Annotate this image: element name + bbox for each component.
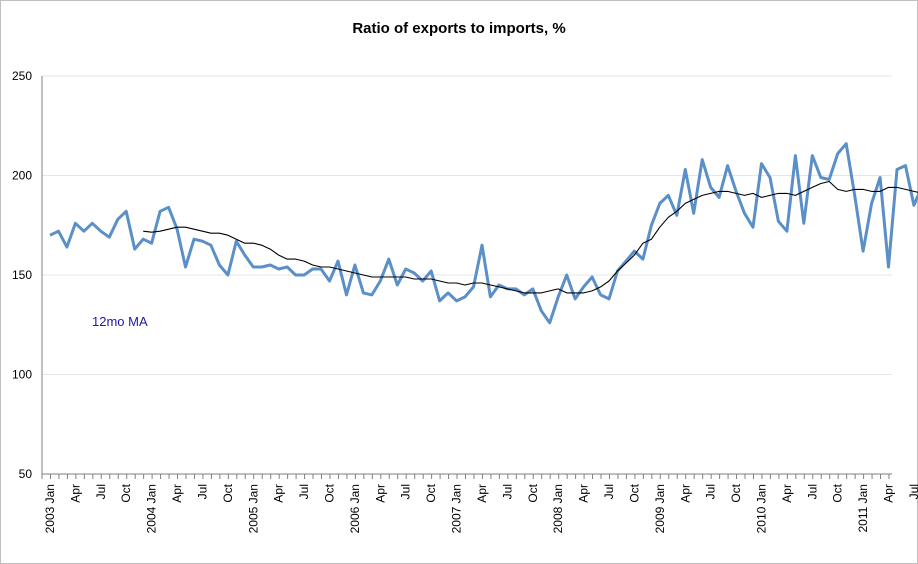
x-tick-label: 2004 Jan bbox=[145, 484, 159, 533]
x-tick-label: Oct bbox=[424, 483, 438, 502]
x-tick-label: Oct bbox=[627, 483, 641, 502]
x-tick-label: Jul bbox=[297, 484, 311, 499]
x-tick-label: Oct bbox=[221, 483, 235, 502]
x-tick-label: 2006 Jan bbox=[348, 484, 362, 533]
chart-title: Ratio of exports to imports, % bbox=[352, 20, 566, 37]
x-tick-label: 2010 Jan bbox=[754, 484, 768, 533]
x-tick-label: 2003 Jan bbox=[43, 484, 57, 533]
x-tick-label: Oct bbox=[526, 483, 540, 502]
y-tick-label: 250 bbox=[12, 69, 32, 83]
x-tick-label: 2009 Jan bbox=[653, 484, 667, 533]
x-tick-label: 2011 Jan bbox=[856, 484, 870, 533]
x-tick-label: Oct bbox=[729, 483, 743, 502]
x-tick-label: 2007 Jan bbox=[450, 484, 464, 533]
x-tick-label: Apr bbox=[678, 484, 692, 503]
x-tick-label: Apr bbox=[373, 484, 387, 503]
y-tick-label: 50 bbox=[19, 467, 33, 481]
x-tick-label: Apr bbox=[68, 484, 82, 503]
x-tick-label: Apr bbox=[475, 484, 489, 503]
x-tick-label: Jul bbox=[94, 484, 108, 499]
x-tick-label: Jul bbox=[195, 484, 209, 499]
x-tick-label: Jul bbox=[602, 484, 616, 499]
y-tick-label: 200 bbox=[12, 169, 32, 183]
x-tick-label: Jul bbox=[907, 484, 918, 499]
moving-average-line bbox=[143, 180, 918, 294]
x-tick-label: Jul bbox=[399, 484, 413, 499]
x-tick-label: Apr bbox=[882, 484, 896, 503]
x-tick-label: 2005 Jan bbox=[246, 484, 260, 533]
x-tick-label: Apr bbox=[780, 484, 794, 503]
x-tick-label: 2008 Jan bbox=[551, 484, 565, 533]
x-tick-label: Oct bbox=[831, 483, 845, 502]
x-tick-label: Jul bbox=[704, 484, 718, 499]
y-tick-label: 150 bbox=[12, 268, 32, 282]
ratio-series-line bbox=[49, 142, 918, 325]
x-tick-label: Apr bbox=[577, 484, 591, 503]
ma-annotation: 12mo MA bbox=[92, 314, 148, 329]
x-tick-label: Oct bbox=[119, 483, 133, 502]
x-tick-label: Oct bbox=[323, 483, 337, 502]
x-tick-label: Jul bbox=[805, 484, 819, 499]
y-tick-label: 100 bbox=[12, 368, 32, 382]
x-tick-label: Apr bbox=[272, 484, 286, 503]
x-tick-label: Jul bbox=[500, 484, 514, 499]
x-tick-label: Apr bbox=[170, 484, 184, 503]
